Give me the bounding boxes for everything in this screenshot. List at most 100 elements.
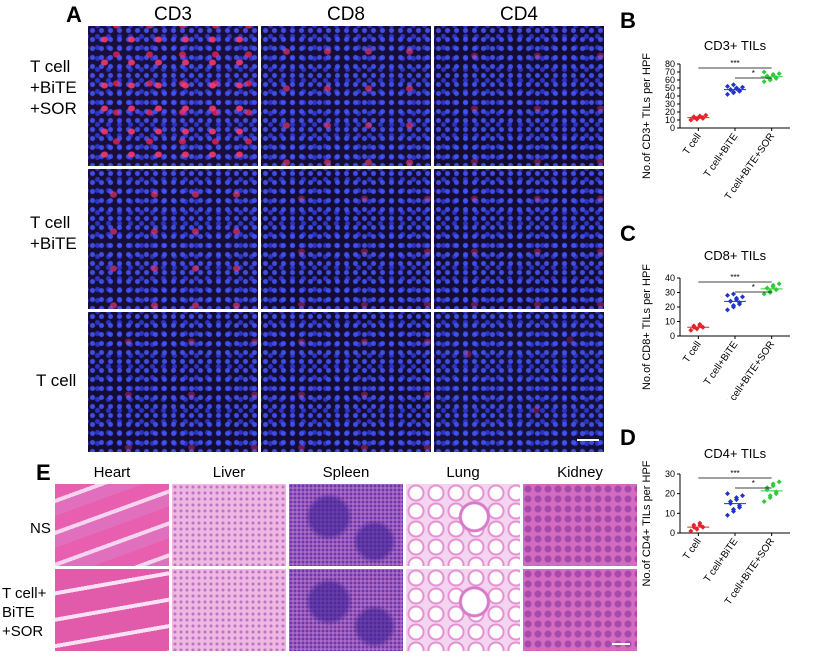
data-point <box>761 79 767 85</box>
if-image-cd8-bite <box>261 169 431 309</box>
panel-c-letter: C <box>620 221 636 246</box>
he-image-liver-treated <box>172 569 286 651</box>
x-tick-label: T cell+BiTE <box>702 131 741 180</box>
data-point <box>703 112 709 118</box>
y-axis-label: No.of CD3+ TILs per HPF <box>641 53 653 179</box>
data-point <box>764 285 770 291</box>
he-image-kidney-ns <box>523 484 637 566</box>
y-tick-label: 50 <box>665 83 675 93</box>
data-point <box>688 327 694 333</box>
data-point <box>725 491 730 497</box>
if-image-cd8-bite-sor <box>261 26 431 166</box>
data-point <box>725 292 730 298</box>
data-point <box>740 493 745 499</box>
y-axis-label: No.of CD4+ TILs per HPF <box>641 460 653 586</box>
y-tick-label: 70 <box>665 67 675 77</box>
x-tick-label: T cell <box>681 536 704 562</box>
data-point <box>728 499 733 505</box>
y-tick-label: 40 <box>665 91 675 101</box>
data-point <box>740 84 745 90</box>
data-point <box>770 71 776 77</box>
data-point <box>767 493 773 499</box>
y-tick-label: 10 <box>665 115 675 125</box>
x-tick-label: T cell+BiTE <box>702 339 741 388</box>
y-tick-label: 20 <box>665 489 675 499</box>
chart-title: CD3+ TILs <box>704 38 767 53</box>
data-point <box>731 291 736 297</box>
data-point <box>725 83 730 89</box>
if-image-cd3-tcell <box>88 312 258 452</box>
y-tick-label: 0 <box>670 123 675 133</box>
if-image-cd4-tcell <box>434 312 604 452</box>
data-point <box>761 291 767 297</box>
y-tick-label: 10 <box>665 317 675 327</box>
data-point <box>725 91 730 97</box>
panel-a-row-label-2: T cell +BiTE <box>30 213 77 253</box>
data-point <box>740 294 745 300</box>
panel-e-row-label-2: T cell+ BiTE +SOR <box>2 585 47 640</box>
y-tick-label: 0 <box>670 331 675 341</box>
y-tick-label: 0 <box>670 528 675 538</box>
data-point <box>770 481 776 487</box>
y-tick-label: 20 <box>665 302 675 312</box>
scale-bar-a <box>577 439 599 441</box>
he-image-lung-ns <box>406 484 520 566</box>
significance-label: *** <box>730 59 739 68</box>
y-tick-label: 10 <box>665 508 675 518</box>
significance-label: *** <box>730 273 739 282</box>
he-image-lung-treated <box>406 569 520 651</box>
significance-label: * <box>752 479 755 488</box>
x-tick-label: T cell <box>681 339 704 365</box>
data-point <box>731 89 736 95</box>
y-tick-label: 30 <box>665 469 675 479</box>
significance-label: * <box>752 69 755 78</box>
if-image-cd3-bite <box>88 169 258 309</box>
significance-label: * <box>752 283 755 292</box>
chart-cd8-tils: CD8+ TILs No.of CD8+ TILs per HPF 0 10 20 30 4… <box>641 248 790 400</box>
he-image-spleen-treated <box>289 569 403 651</box>
data-point <box>688 528 694 534</box>
significance-label: *** <box>730 469 739 478</box>
data-point <box>737 300 742 306</box>
panel-b-letter: B <box>620 8 636 33</box>
panel-d-letter: D <box>620 425 636 450</box>
he-image-spleen-ns <box>289 484 403 566</box>
he-image-kidney-treated <box>523 569 637 651</box>
panel-e-col-liver: Liver <box>212 464 246 481</box>
if-image-cd8-tcell <box>261 312 431 452</box>
panel-a-col-cd3: CD3 <box>153 4 192 25</box>
data-point <box>731 506 736 512</box>
panel-e-col-kidney: Kidney <box>557 464 603 481</box>
y-tick-label: 20 <box>665 107 675 117</box>
y-tick-label: 30 <box>665 288 675 298</box>
panel-e-letter: E <box>36 460 51 485</box>
data-point <box>773 287 779 293</box>
panel-e-col-spleen: Spleen <box>322 464 370 481</box>
data-point <box>725 512 730 518</box>
data-point <box>694 526 700 532</box>
data-point <box>725 307 730 313</box>
data-point <box>731 82 736 88</box>
chart-cd4-tils: CD4+ TILs No.of CD4+ TILs per HPF 0 10 20 30 T… <box>641 446 790 607</box>
data-point <box>776 71 782 77</box>
chart-cd3-tils: CD3+ TILs No.of CD3+ TILs per HPF 01020304… <box>641 38 790 202</box>
y-tick-label: 60 <box>665 75 675 85</box>
panel-a-letter: A <box>66 2 82 27</box>
he-image-heart-ns <box>55 484 169 566</box>
data-point <box>761 499 767 505</box>
if-image-cd3-bite-sor <box>88 26 258 166</box>
data-point <box>737 502 742 508</box>
y-tick-label: 40 <box>665 273 675 283</box>
if-image-cd4-bite <box>434 169 604 309</box>
y-tick-label: 30 <box>665 99 675 109</box>
panel-a-col-cd8: CD8 <box>326 4 365 25</box>
data-point <box>734 495 739 501</box>
panel-e-col-lung: Lung <box>446 464 480 481</box>
panel-e-row-label-1: NS <box>30 520 51 537</box>
x-tick-label: T cell+BiTE <box>702 536 741 585</box>
data-point <box>731 303 736 309</box>
data-point <box>697 321 703 327</box>
panel-e-col-heart: Heart <box>93 464 131 481</box>
y-tick-label: 80 <box>665 59 675 69</box>
chart-title: CD4+ TILs <box>704 446 767 461</box>
